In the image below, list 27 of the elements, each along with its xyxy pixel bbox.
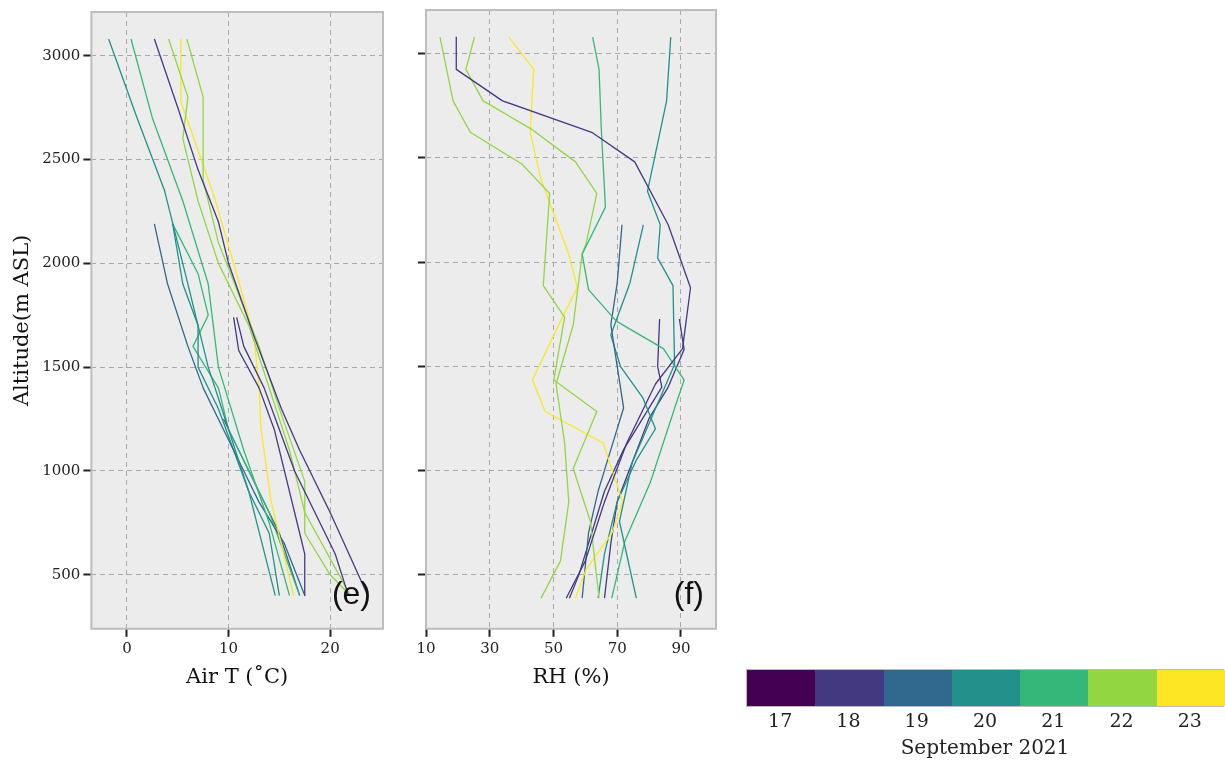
y-tick-label: 1500 xyxy=(42,357,81,376)
color-bar-label: 20 xyxy=(972,709,998,731)
color-bar-label: 23 xyxy=(1177,709,1202,731)
color-bar-label: 19 xyxy=(904,709,929,731)
y-tick-label: 1000 xyxy=(42,460,81,479)
color-bar-label: 21 xyxy=(1041,709,1066,731)
x-tick-label: 10 xyxy=(416,638,436,657)
x-tick-label: 70 xyxy=(607,638,627,657)
x-tick-label: 90 xyxy=(671,638,691,657)
y-axis-title: Altitude(m ASL) xyxy=(9,234,34,408)
annotation: (f) xyxy=(673,574,704,611)
x-axis-title: RH (%) xyxy=(532,663,610,688)
x-axis-title: Air T (˚C) xyxy=(185,663,289,688)
color-bar-label: 22 xyxy=(1109,709,1134,731)
x-tick-label: 30 xyxy=(480,638,500,657)
y-tick-label: 2000 xyxy=(42,253,81,272)
x-tick-label: 50 xyxy=(543,638,564,657)
annotation: (e) xyxy=(331,574,371,611)
color-bar-label: 18 xyxy=(836,709,861,731)
x-tick-label: 20 xyxy=(320,638,340,657)
x-tick-label: 0 xyxy=(122,638,132,657)
y-tick-label: 2500 xyxy=(42,149,81,168)
y-tick-label: 500 xyxy=(51,564,81,583)
x-tick-label: 10 xyxy=(219,638,239,657)
y-tick-label: 3000 xyxy=(42,45,81,64)
color-bar-label: 17 xyxy=(768,709,793,731)
color-bar-title: September 2021 xyxy=(899,735,1071,759)
